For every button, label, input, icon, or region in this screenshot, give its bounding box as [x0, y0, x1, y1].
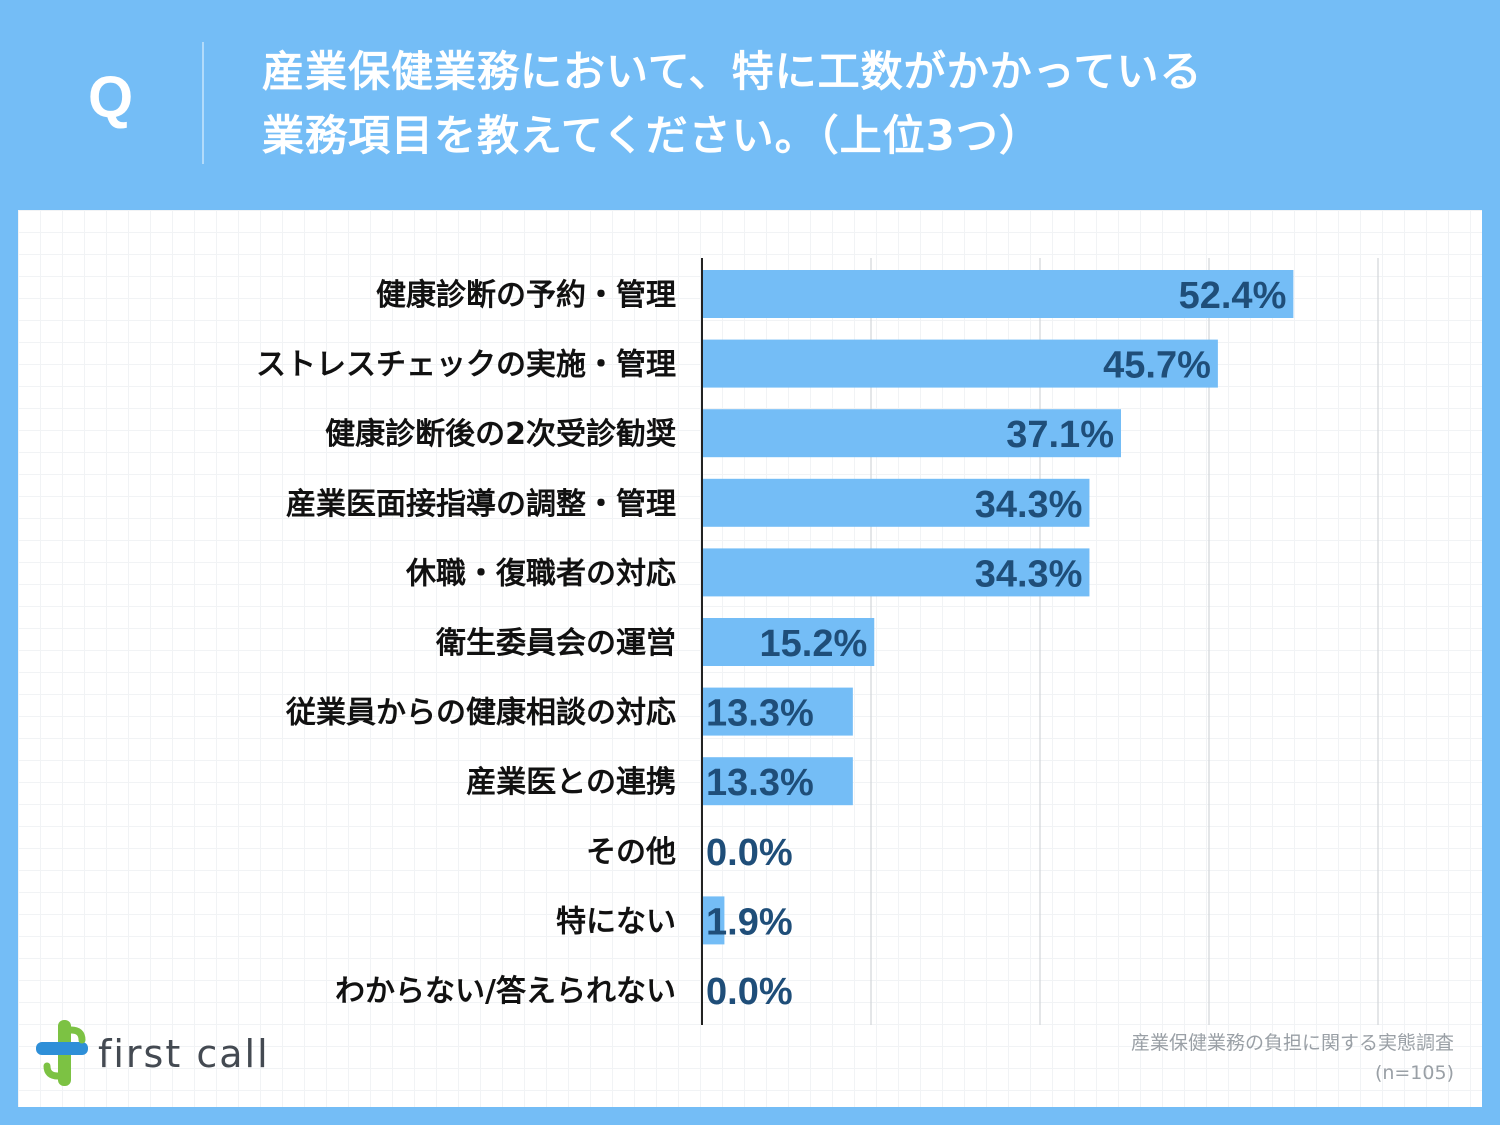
question-line-2: 業務項目を教えてください。（上位3つ） — [262, 111, 1042, 160]
category-label: 産業医との連携 — [466, 765, 676, 800]
bar — [703, 618, 875, 666]
bar — [703, 687, 853, 736]
bar — [703, 757, 853, 806]
logo-text: first call — [98, 1032, 270, 1076]
value-label: 45.7% — [1103, 345, 1211, 387]
category-label: 産業医面接指導の調整・管理 — [286, 487, 676, 522]
category-label: 休職・復職者の対応 — [405, 556, 676, 591]
category-label: 衛生委員会の運営 — [435, 626, 676, 661]
bar — [703, 548, 1090, 597]
value-label: 34.3% — [975, 484, 1083, 526]
value-label: 0.0% — [706, 832, 793, 874]
value-label: 37.1% — [1006, 414, 1114, 456]
sample-size: (n=105) — [1374, 1062, 1454, 1084]
header-divider — [202, 42, 204, 164]
question-text: 産業保健業務において、特に工数がかかっている 業務項目を教えてください。（上位3… — [262, 40, 1462, 168]
category-label: その他 — [586, 835, 676, 870]
value-label: 0.0% — [706, 971, 793, 1013]
category-label: 健康診断後の2次受診勧奨 — [325, 417, 676, 452]
bar — [703, 270, 1294, 318]
value-label: 13.3% — [706, 693, 814, 735]
category-label: わからない/答えられない — [335, 974, 676, 1009]
source-title: 産業保健業務の負担に関する実態調査 — [1130, 1032, 1454, 1054]
question-line-1: 産業保健業務において、特に工数がかかっている — [262, 47, 1203, 96]
first-call-logo-icon — [36, 1020, 88, 1086]
value-label: 15.2% — [760, 623, 868, 665]
value-label: 34.3% — [975, 553, 1083, 595]
value-label: 13.3% — [706, 762, 814, 804]
category-label: ストレスチェックの実施・管理 — [256, 348, 676, 383]
source-note: 産業保健業務の負担に関する実態調査 (n=105) — [1131, 1028, 1454, 1088]
bar — [703, 409, 1121, 458]
bar — [703, 478, 1090, 527]
category-label: 特にない — [556, 904, 676, 939]
category-label: 健康診断の予約・管理 — [376, 278, 676, 313]
question-header: Q 産業保健業務において、特に工数がかかっている 業務項目を教えてください。（上… — [0, 0, 1500, 210]
value-label: 52.4% — [1179, 275, 1287, 317]
value-label: 1.9% — [706, 901, 793, 943]
category-label: 従業員からの健康相談の対応 — [285, 696, 676, 731]
bar — [703, 339, 1218, 388]
q-mark: Q — [88, 65, 134, 130]
bar — [703, 896, 725, 945]
